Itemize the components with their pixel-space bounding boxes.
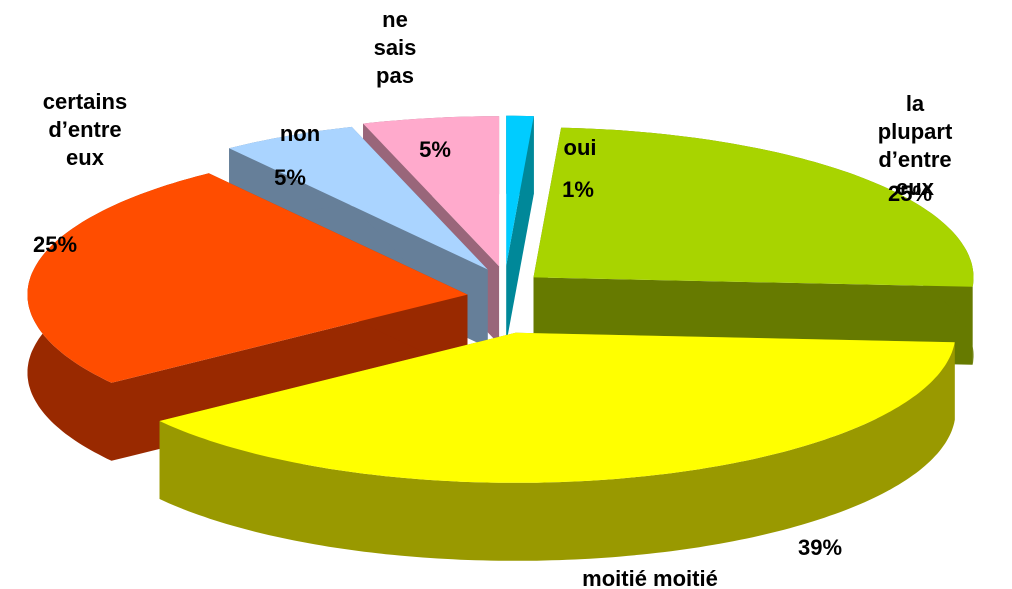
slice [533,127,974,287]
category-label: non [279,121,321,146]
slice [363,116,500,267]
slice [159,332,955,483]
slice-side [159,342,955,561]
value-label: 5% [419,137,451,162]
value-label: 5% [274,165,306,190]
category-label: moitié moitié [582,566,718,589]
slice [27,173,468,383]
value-label: 39% [797,535,843,560]
value-label: 1% [562,177,594,202]
value-label: 25% [32,232,78,257]
category-label: oui [563,135,597,160]
slice [229,126,488,270]
value-label: 25% [887,181,933,206]
slice [506,115,534,266]
category-label: certains d’entre eux [42,89,128,170]
category-label: la plupart d’entre eux [877,91,953,200]
category-label: ne sais pas [373,7,417,88]
